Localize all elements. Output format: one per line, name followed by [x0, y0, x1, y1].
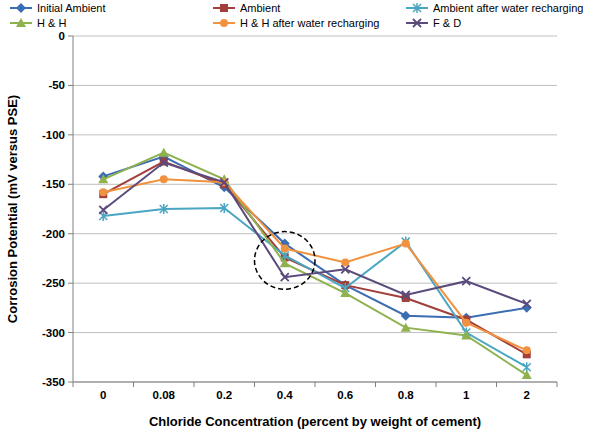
y-tick: [68, 382, 73, 383]
series-line: [103, 157, 527, 318]
legend-marker: [220, 4, 228, 12]
x-tick: [496, 382, 497, 387]
y-tick: [68, 332, 73, 333]
x-tick: [73, 382, 74, 387]
grid-line: [73, 134, 557, 135]
y-tick-label: -200: [42, 228, 65, 240]
y-tick: [68, 134, 73, 135]
x-tick-label: 0.08: [153, 389, 176, 401]
x-tick-label: 0.6: [337, 389, 353, 401]
legend-marker: [16, 3, 26, 13]
legend-label: H & H: [37, 17, 66, 29]
legend-marker: [220, 19, 228, 27]
legend-label: H & H after water recharging: [240, 17, 379, 29]
y-tick: [68, 36, 73, 37]
point: [341, 258, 349, 266]
point: [98, 174, 108, 183]
point: [280, 258, 290, 267]
x-tick: [557, 382, 558, 387]
point: [523, 300, 531, 308]
point: [401, 323, 411, 332]
point: [402, 291, 410, 299]
point: [340, 288, 350, 297]
series-line: [103, 208, 527, 367]
point: [160, 175, 168, 183]
series-line: [103, 162, 527, 355]
point: [462, 319, 470, 327]
x-tick: [254, 382, 255, 387]
y-tick-label: -350: [42, 376, 65, 388]
legend-label: Ambient: [240, 2, 280, 14]
x-tick-label: 0.4: [277, 389, 294, 401]
point: [99, 188, 107, 196]
point: [160, 158, 168, 166]
grid-line: [73, 85, 557, 86]
point: [402, 240, 410, 248]
highlight-circle: [255, 232, 316, 290]
legend-label: F & D: [433, 17, 461, 29]
grid-line: [73, 332, 557, 333]
grid-line: [73, 36, 557, 37]
y-tick: [68, 283, 73, 284]
point: [160, 204, 168, 214]
x-tick: [315, 382, 316, 387]
x-tick-label: 2: [524, 389, 530, 401]
point: [523, 346, 531, 354]
point: [99, 206, 107, 214]
y-tick: [68, 85, 73, 86]
legend-marker: [16, 18, 26, 27]
series-line: [103, 179, 527, 350]
series-line: [103, 163, 527, 304]
x-tick: [133, 382, 134, 387]
y-tick-label: 0: [59, 30, 65, 42]
legend-label: Ambient after water recharging: [433, 2, 583, 14]
point: [281, 273, 289, 281]
y-axis: [73, 36, 74, 382]
y-tick-label: -50: [48, 79, 65, 91]
y-tick-label: -100: [42, 129, 65, 141]
plot-data: [98, 148, 532, 379]
series-line: [103, 153, 527, 375]
point: [461, 331, 471, 340]
legend-marker: [413, 3, 421, 13]
x-tick-label: 0.8: [398, 389, 415, 401]
y-tick-label: -300: [42, 327, 65, 339]
point: [160, 159, 168, 167]
point: [159, 148, 169, 157]
point: [281, 245, 289, 253]
y-tick: [68, 184, 73, 185]
x-tick: [194, 382, 195, 387]
point: [402, 237, 410, 247]
point: [401, 311, 411, 321]
x-tick-label: 0: [100, 389, 106, 401]
point: [220, 203, 228, 213]
x-tick-label: 1: [463, 389, 470, 401]
chart: 0 -50 -100 -150 -200 -250 -300 -350 0 0.08 0.2 0.4 0…: [0, 0, 600, 436]
x-tick-label: 0.2: [216, 389, 232, 401]
point: [341, 265, 349, 273]
legend-label: Initial Ambient: [37, 2, 105, 14]
y-tick-label: -250: [42, 277, 65, 289]
point: [462, 277, 470, 285]
grid-line: [73, 283, 557, 284]
y-tick: [68, 233, 73, 234]
y-tick-label: -150: [42, 178, 65, 190]
x-tick: [436, 382, 437, 387]
point: [522, 370, 532, 379]
x-tick: [375, 382, 376, 387]
y-axis-title: Corrosion Potential (mV versus PSE): [5, 95, 20, 323]
legend-marker: [413, 19, 421, 27]
grid-line: [73, 233, 557, 234]
x-axis-title: Chloride Concentration (percent by weigh…: [149, 414, 481, 429]
point: [220, 178, 228, 186]
